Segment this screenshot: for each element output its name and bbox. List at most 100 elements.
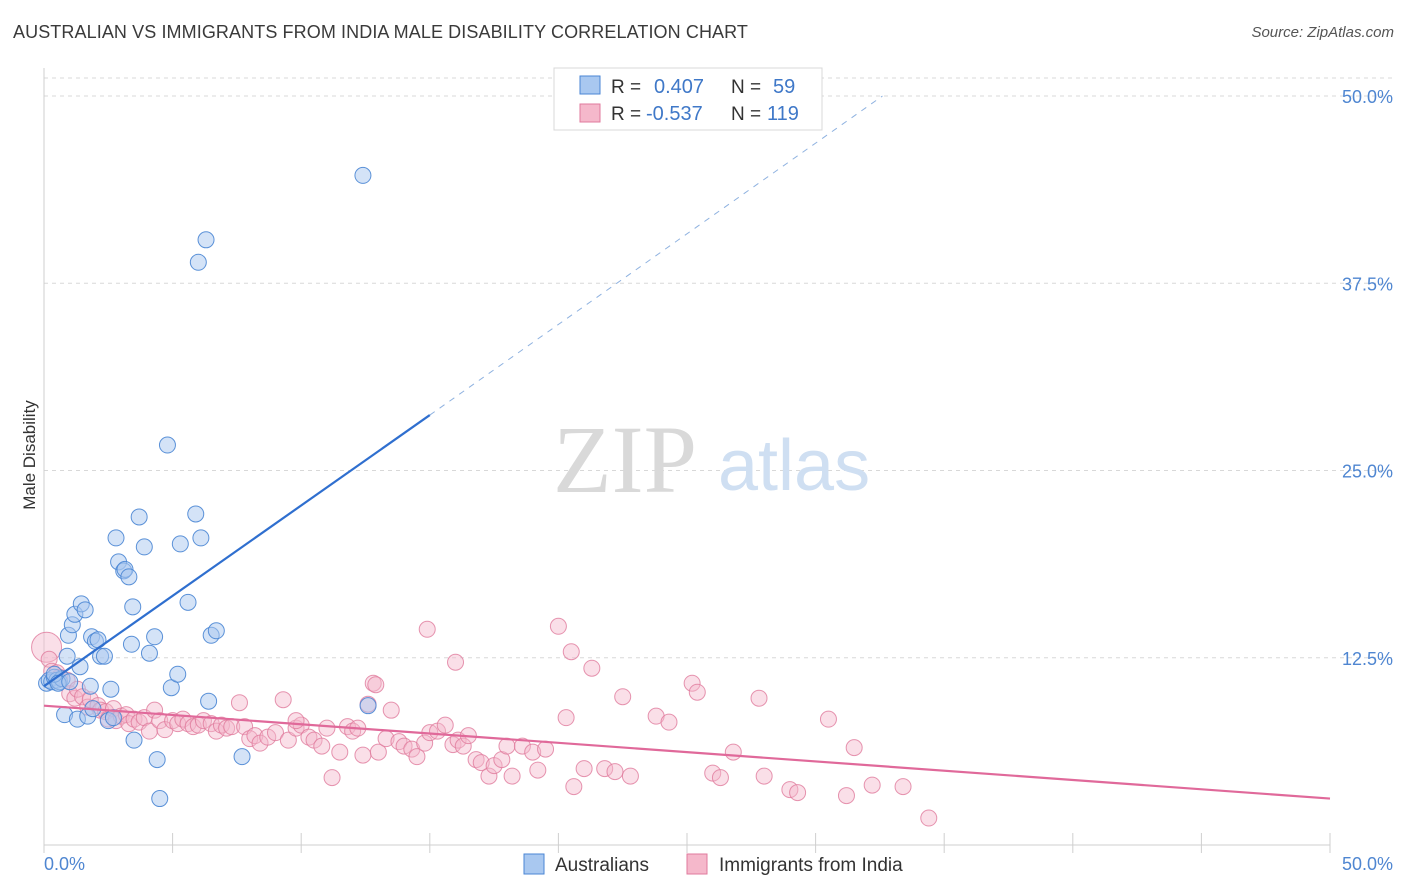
blue-point [58, 647, 76, 665]
pink-point [313, 737, 331, 755]
pink-point [606, 763, 624, 781]
pink-point [151, 712, 169, 730]
pink-point [845, 739, 863, 757]
blue-point [140, 644, 158, 662]
pink-point [575, 760, 593, 778]
legend-n-label-1: N = [731, 77, 761, 98]
pink-point [524, 743, 542, 761]
legend-swatch-blue [579, 75, 601, 95]
pink-point [583, 659, 601, 677]
pink-point [436, 716, 454, 734]
pink-trend-line [43, 704, 1331, 800]
pink-point [789, 784, 807, 802]
pink-point [31, 631, 63, 663]
y-tick-label: 37.5% [1342, 274, 1393, 294]
pink-point [557, 709, 575, 727]
pink-point [367, 676, 385, 694]
blue-point [120, 568, 138, 586]
blue-point [187, 505, 205, 523]
pink-point [537, 740, 555, 758]
pink-point [416, 734, 434, 752]
correlation-legend: R = 0.407 N = 59 R = -0.537 N = 119 [553, 67, 823, 131]
pink-point [503, 767, 521, 785]
watermark-atlas: atlas [718, 426, 870, 506]
bottom-legend-label-1: Australians [555, 855, 649, 876]
pink-point [562, 643, 580, 661]
pink-point [454, 737, 472, 755]
watermark: ZIP atlas [553, 406, 870, 513]
blue-point [354, 166, 372, 184]
pink-point [565, 778, 583, 796]
pink-series-points [31, 617, 938, 827]
blue-point [179, 593, 197, 611]
pink-point [755, 767, 773, 785]
pink-point [863, 776, 881, 794]
pink-point [382, 701, 400, 719]
blue-point [124, 598, 142, 616]
blue-point [95, 647, 113, 665]
series-legend: Australians Immigrants from India [523, 853, 903, 876]
pink-point [354, 746, 372, 764]
blue-point [107, 529, 125, 547]
pink-point [688, 683, 706, 701]
pink-point [266, 724, 284, 742]
axes [43, 68, 1331, 853]
pink-point [750, 689, 768, 707]
blue-point [233, 748, 251, 766]
x-tick-label: 50.0% [1342, 854, 1393, 874]
pink-point [819, 710, 837, 728]
legend-n-value-1: 59 [773, 76, 795, 98]
chart-title: AUSTRALIAN VS IMMIGRANTS FROM INDIA MALE… [13, 22, 749, 42]
blue-point [125, 731, 143, 749]
legend-r-label-2: R = [611, 104, 641, 125]
pink-point [920, 809, 938, 827]
y-tick-label: 50.0% [1342, 87, 1393, 107]
pink-point [318, 719, 336, 737]
pink-point [287, 712, 305, 730]
bottom-legend-swatch-blue [523, 853, 545, 875]
pink-point [447, 653, 465, 671]
blue-point [81, 677, 99, 695]
legend-r-label-1: R = [611, 77, 641, 98]
pink-point [549, 617, 567, 635]
blue-point [171, 535, 189, 553]
blue-point [151, 790, 169, 808]
legend-r-value-2: -0.537 [646, 103, 703, 125]
chart-source: Source: ZipAtlas.com [1251, 24, 1394, 41]
pink-point [230, 694, 248, 712]
bottom-legend-swatch-pink [686, 853, 708, 875]
pink-point [418, 620, 436, 638]
pink-point [837, 787, 855, 805]
blue-point [76, 601, 94, 619]
blue-point [146, 628, 164, 646]
pink-point [369, 743, 387, 761]
pink-point [472, 754, 490, 772]
blue-point [207, 622, 225, 640]
pink-point [331, 743, 349, 761]
trend-lines [43, 95, 1331, 800]
blue-point [197, 231, 215, 249]
blue-point [135, 538, 153, 556]
pink-point [513, 737, 531, 755]
pink-point [621, 767, 639, 785]
x-tick-labels: 0.0% 50.0% [44, 854, 1393, 874]
blue-trend-line [43, 414, 431, 688]
pink-point [467, 751, 485, 769]
pink-point [711, 769, 729, 787]
pink-point [614, 688, 632, 706]
y-tick-label: 12.5% [1342, 649, 1393, 669]
pink-point [364, 674, 382, 692]
blue-point [130, 508, 148, 526]
pink-point [683, 674, 701, 692]
blue-point [192, 529, 210, 547]
pink-point [274, 691, 292, 709]
y-tick-label: 25.0% [1342, 462, 1393, 482]
blue-point [189, 253, 207, 271]
bottom-legend-label-2: Immigrants from India [719, 855, 903, 876]
pink-point [480, 767, 498, 785]
blue-point [359, 697, 377, 715]
legend-r-value-1: 0.407 [654, 76, 704, 98]
blue-point [158, 436, 176, 454]
legend-n-value-2: 119 [767, 103, 799, 125]
